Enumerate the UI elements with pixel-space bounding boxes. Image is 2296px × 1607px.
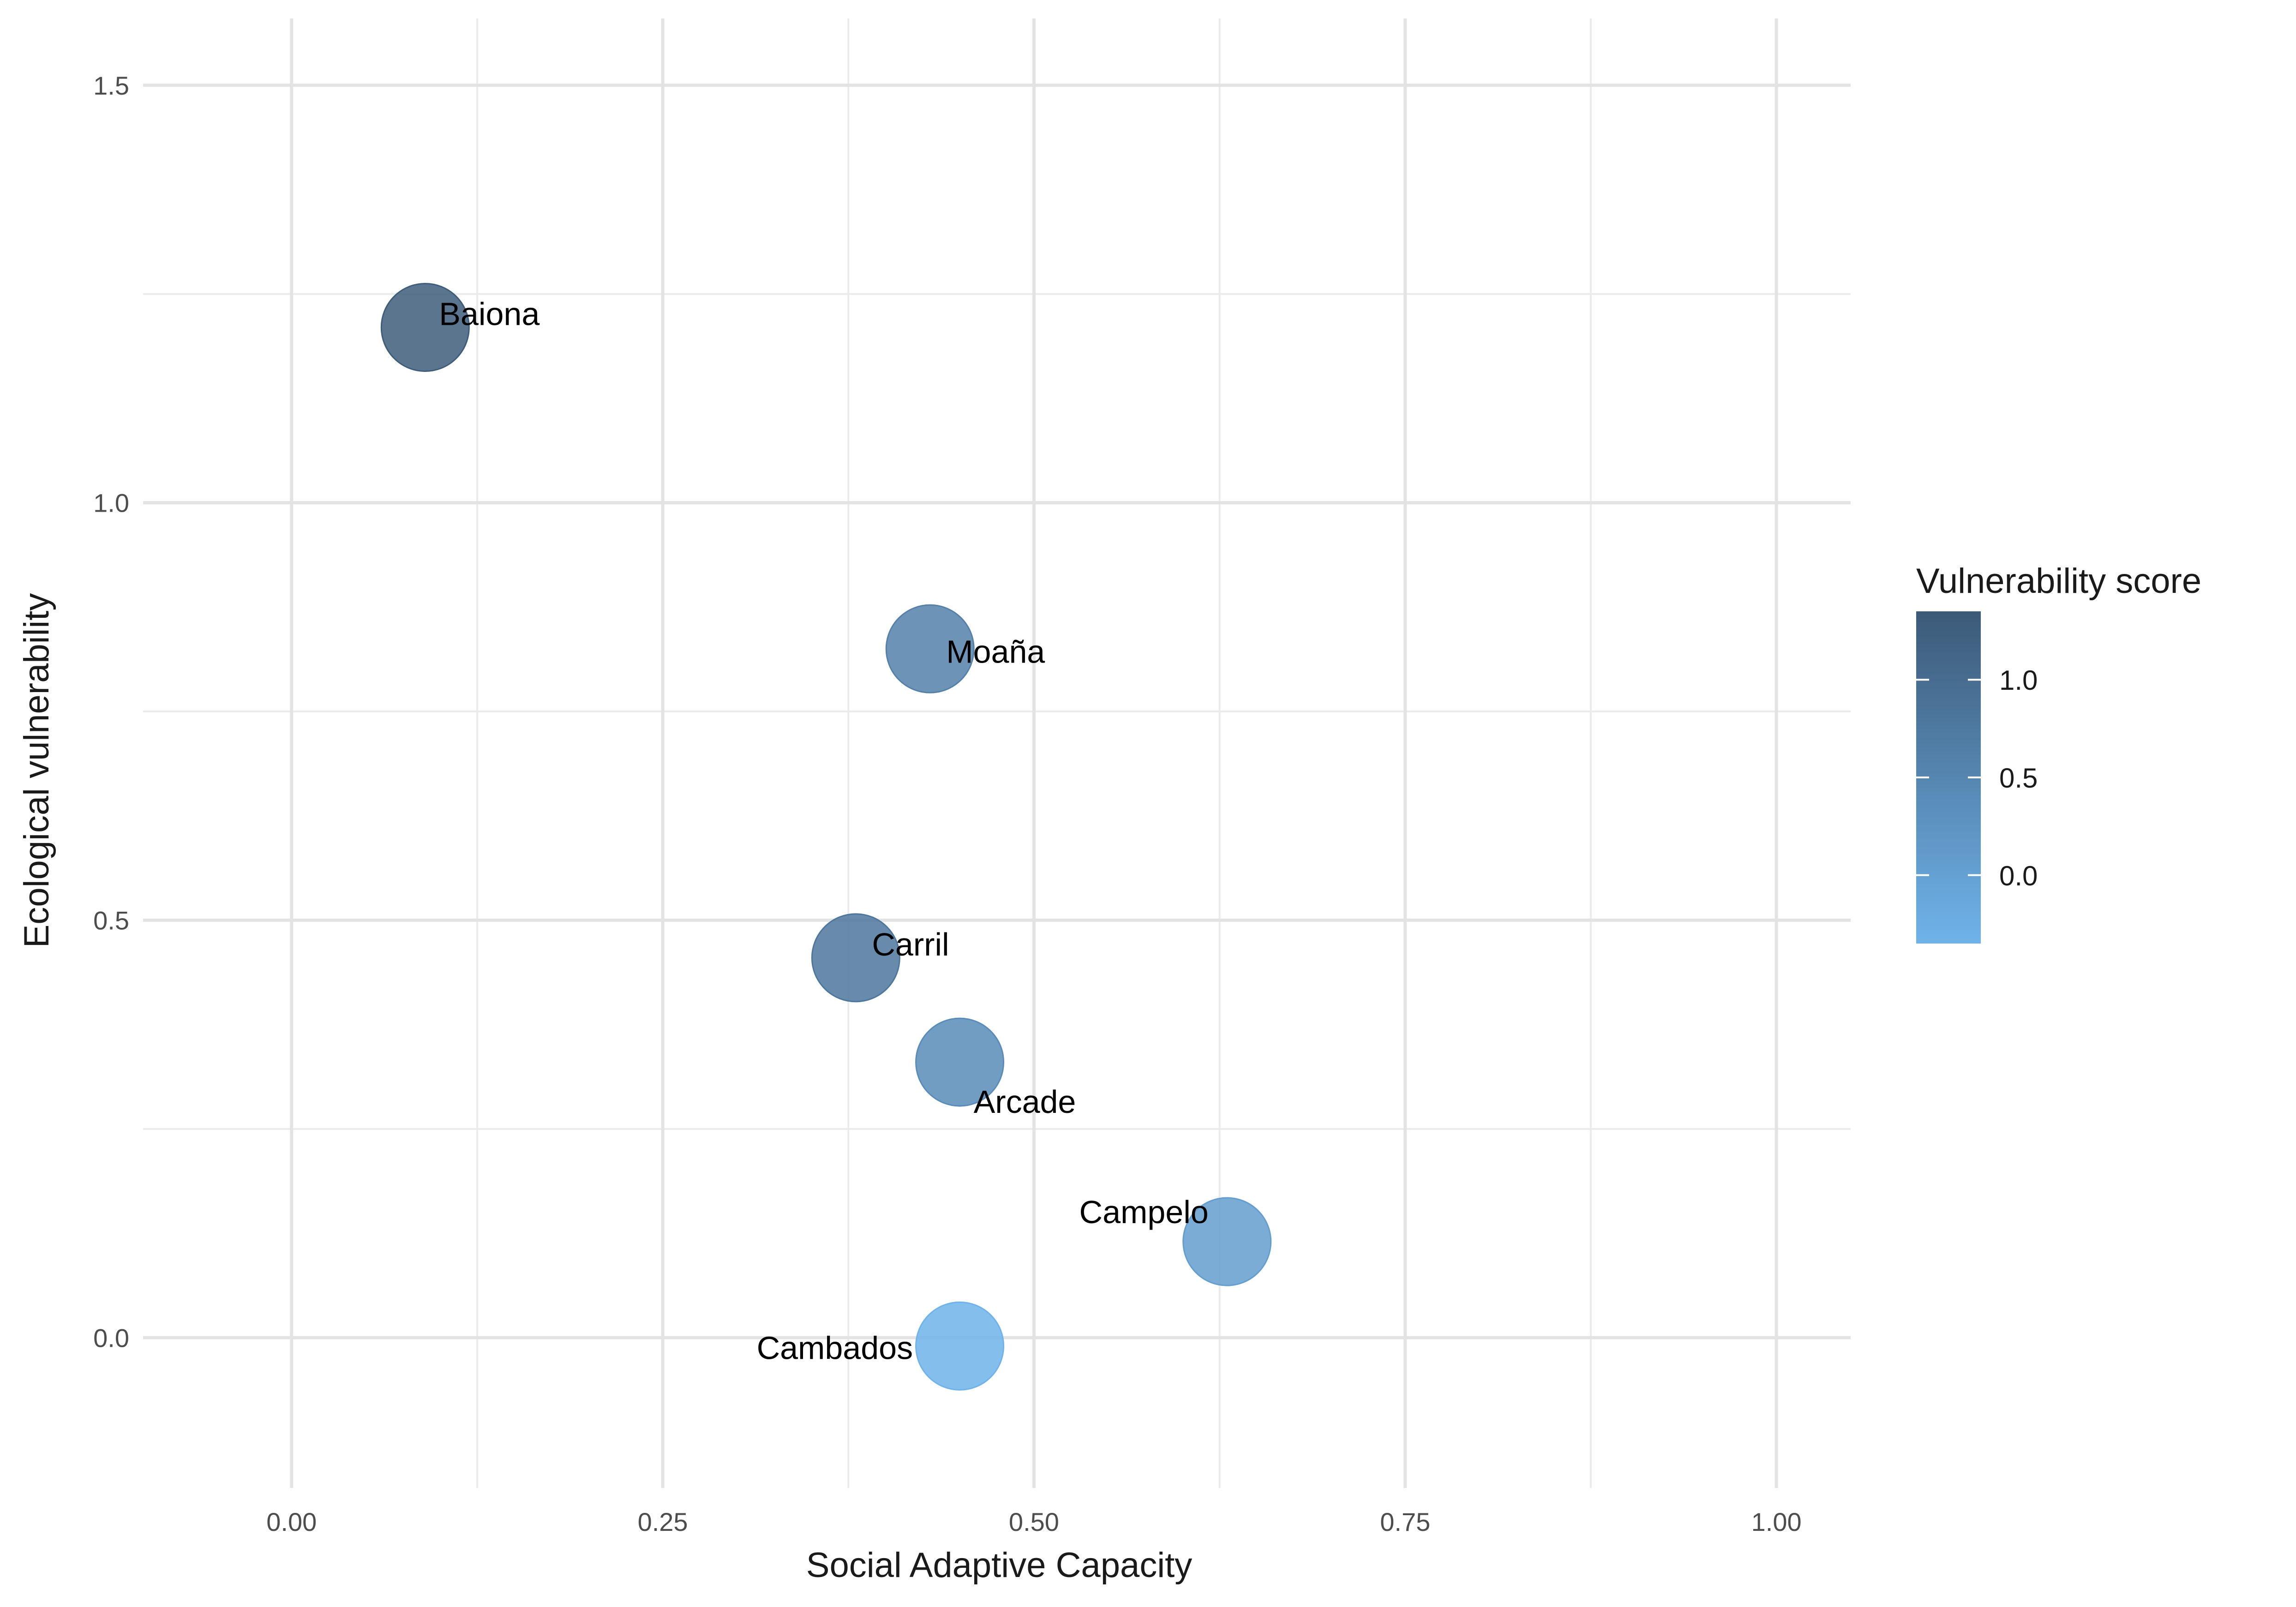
data-point bbox=[811, 913, 900, 1003]
color-legend: Vulnerability score 1.0 0.5 0.0 bbox=[1916, 562, 2201, 944]
x-axis-title: Social Adaptive Capacity bbox=[806, 1546, 1192, 1585]
point-label: Cambados bbox=[757, 1330, 913, 1366]
y-axis-title: Ecological vulnerability bbox=[17, 593, 56, 948]
legend-ticks: 1.0 0.5 0.0 bbox=[1916, 665, 2038, 891]
point-labels: Baiona Moaña Carril Arcade Campelo Cambados bbox=[439, 296, 1208, 1366]
data-point bbox=[885, 604, 975, 693]
point-label: Moaña bbox=[946, 633, 1045, 669]
y-axis-ticks: 0.0 0.5 1.0 1.5 bbox=[93, 71, 129, 1352]
x-tick-label: 0.25 bbox=[638, 1507, 688, 1536]
data-point bbox=[915, 1301, 1005, 1391]
grid-minor bbox=[143, 18, 1851, 1488]
grid-major bbox=[143, 18, 1851, 1488]
x-tick-label: 0.00 bbox=[266, 1507, 317, 1536]
y-tick-label: 1.0 bbox=[93, 489, 129, 518]
data-point bbox=[1182, 1197, 1272, 1286]
point-label: Baiona bbox=[439, 296, 540, 332]
data-point bbox=[380, 283, 470, 372]
legend-title: Vulnerability score bbox=[1916, 562, 2201, 601]
y-tick-label: 0.0 bbox=[93, 1323, 129, 1352]
x-tick-label: 1.00 bbox=[1751, 1507, 1802, 1536]
point-label: Carril bbox=[872, 926, 949, 962]
legend-tick-label: 0.5 bbox=[1999, 763, 2038, 794]
point-label: Campelo bbox=[1079, 1194, 1209, 1230]
y-tick-label: 1.5 bbox=[93, 71, 129, 100]
point-label: Arcade bbox=[974, 1084, 1076, 1120]
x-tick-label: 0.50 bbox=[1009, 1507, 1059, 1536]
data-points bbox=[380, 283, 1272, 1391]
x-tick-label: 0.75 bbox=[1380, 1507, 1430, 1536]
x-axis-ticks: 0.00 0.25 0.50 0.75 1.00 bbox=[266, 1507, 1801, 1536]
legend-tick-label: 1.0 bbox=[1999, 665, 2038, 696]
y-tick-label: 0.5 bbox=[93, 906, 129, 935]
legend-tick-label: 0.0 bbox=[1999, 860, 2038, 891]
data-point bbox=[915, 1017, 1005, 1107]
